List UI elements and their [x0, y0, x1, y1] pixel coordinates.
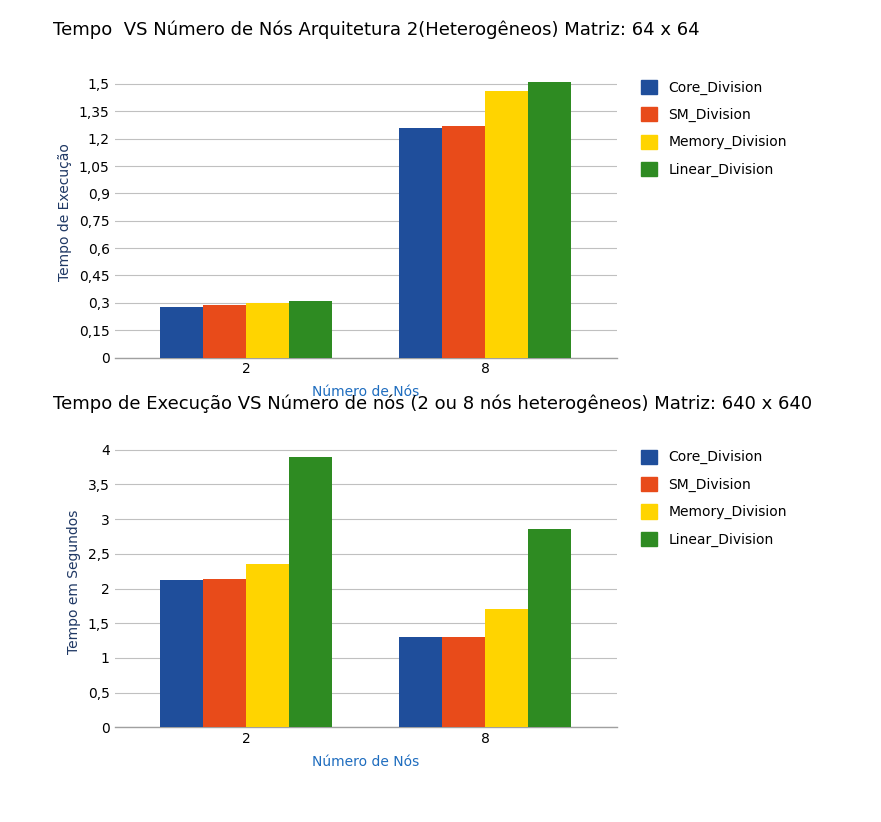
- Legend: Core_Division, SM_Division, Memory_Division, Linear_Division: Core_Division, SM_Division, Memory_Divis…: [633, 72, 794, 184]
- Bar: [399, 637, 442, 727]
- Bar: [485, 91, 529, 358]
- Bar: [529, 529, 571, 727]
- Bar: [160, 580, 203, 727]
- Bar: [289, 301, 332, 358]
- Legend: Core_Division, SM_Division, Memory_Division, Linear_Division: Core_Division, SM_Division, Memory_Divis…: [633, 442, 794, 554]
- Bar: [289, 456, 332, 727]
- Bar: [203, 305, 246, 358]
- Bar: [246, 564, 289, 727]
- Y-axis label: Tempo em Segundos: Tempo em Segundos: [67, 510, 81, 653]
- Text: Tempo de Execução VS Número de nós (2 ou 8 nós heterogêneos) Matriz: 640 x 640: Tempo de Execução VS Número de nós (2 ou…: [53, 395, 812, 413]
- Bar: [485, 609, 529, 727]
- Bar: [529, 82, 571, 358]
- Bar: [442, 637, 485, 727]
- Bar: [203, 580, 246, 727]
- Bar: [160, 307, 203, 358]
- Bar: [442, 126, 485, 358]
- Bar: [399, 127, 442, 358]
- Bar: [246, 302, 289, 358]
- Text: Tempo  VS Número de Nós Arquitetura 2(Heterogêneos) Matriz: 64 x 64: Tempo VS Número de Nós Arquitetura 2(Het…: [53, 20, 700, 39]
- X-axis label: Número de Nós: Número de Nós: [312, 755, 419, 769]
- Y-axis label: Tempo de Execução: Tempo de Execução: [58, 143, 72, 280]
- X-axis label: Número de Nós: Número de Nós: [312, 385, 419, 399]
